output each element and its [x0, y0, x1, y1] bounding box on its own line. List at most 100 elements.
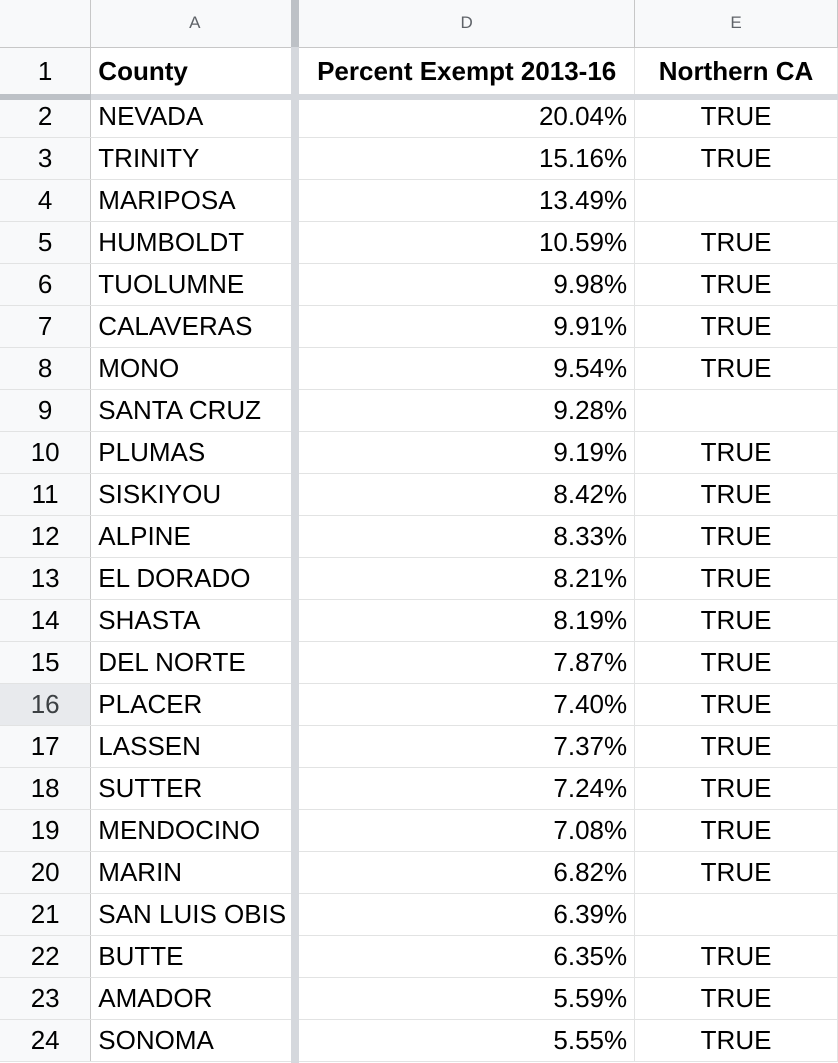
- cell-percent-exempt[interactable]: 8.42%: [298, 473, 636, 516]
- cell-northern-ca[interactable]: TRUE: [634, 767, 838, 810]
- cell-percent-exempt[interactable]: 6.82%: [298, 851, 636, 894]
- cell-northern-ca[interactable]: [634, 893, 838, 936]
- cell-county[interactable]: SAN LUIS OBIS: [90, 893, 300, 936]
- cell-county[interactable]: HUMBOLDT: [90, 221, 300, 264]
- cell-percent-exempt[interactable]: 9.98%: [298, 263, 636, 306]
- cell-county[interactable]: TUOLUMNE: [90, 263, 300, 306]
- row-number[interactable]: 10: [0, 431, 92, 474]
- cell-percent-exempt[interactable]: 7.37%: [298, 725, 636, 768]
- cell-percent-exempt[interactable]: 10.59%: [298, 221, 636, 264]
- row-number[interactable]: 12: [0, 515, 92, 558]
- cell-northern-ca[interactable]: TRUE: [634, 557, 838, 600]
- cell-county[interactable]: SISKIYOU: [90, 473, 300, 516]
- cell-percent-exempt[interactable]: 7.08%: [298, 809, 636, 852]
- cell-percent-exempt[interactable]: 20.04%: [298, 95, 636, 138]
- row-number[interactable]: 2: [0, 95, 92, 138]
- cell-county[interactable]: ALPINE: [90, 515, 300, 558]
- column-header-d[interactable]: D: [298, 0, 636, 48]
- cell-northern-ca[interactable]: TRUE: [634, 221, 838, 264]
- row-number[interactable]: 13: [0, 557, 92, 600]
- row-number[interactable]: 9: [0, 389, 92, 432]
- row-number[interactable]: 11: [0, 473, 92, 516]
- cell-county-header[interactable]: County: [90, 47, 300, 96]
- cell-percent-exempt[interactable]: 15.16%: [298, 137, 636, 180]
- cell-county[interactable]: MENDOCINO: [90, 809, 300, 852]
- cell-percent-exempt[interactable]: 7.24%: [298, 767, 636, 810]
- row-number[interactable]: 16: [0, 683, 92, 726]
- row-number[interactable]: 24: [0, 1019, 92, 1062]
- cell-percent-header[interactable]: Percent Exempt 2013-16: [298, 47, 636, 96]
- cell-county[interactable]: SANTA CRUZ: [90, 389, 300, 432]
- cell-northern-ca[interactable]: TRUE: [634, 977, 838, 1020]
- cell-percent-exempt[interactable]: 9.19%: [298, 431, 636, 474]
- cell-county[interactable]: LASSEN: [90, 725, 300, 768]
- select-all-corner[interactable]: [0, 0, 92, 48]
- row-number[interactable]: 15: [0, 641, 92, 684]
- column-header-e[interactable]: E: [634, 0, 838, 48]
- cell-county[interactable]: TRINITY: [90, 137, 300, 180]
- cell-northern-ca[interactable]: TRUE: [634, 935, 838, 978]
- row-number[interactable]: 14: [0, 599, 92, 642]
- row-number[interactable]: 1: [0, 47, 92, 96]
- cell-percent-exempt[interactable]: 7.40%: [298, 683, 636, 726]
- row-number[interactable]: 20: [0, 851, 92, 894]
- row-number[interactable]: 19: [0, 809, 92, 852]
- cell-northern-ca[interactable]: TRUE: [634, 809, 838, 852]
- row-number[interactable]: 3: [0, 137, 92, 180]
- cell-northern-ca[interactable]: TRUE: [634, 851, 838, 894]
- cell-northern-ca[interactable]: TRUE: [634, 305, 838, 348]
- cell-northern-ca[interactable]: TRUE: [634, 137, 838, 180]
- cell-northern-ca[interactable]: TRUE: [634, 431, 838, 474]
- row-number[interactable]: 5: [0, 221, 92, 264]
- row-number[interactable]: 8: [0, 347, 92, 390]
- row-number[interactable]: 6: [0, 263, 92, 306]
- cell-northern-ca[interactable]: TRUE: [634, 641, 838, 684]
- row-number[interactable]: 17: [0, 725, 92, 768]
- cell-northern-ca[interactable]: TRUE: [634, 263, 838, 306]
- cell-county[interactable]: SONOMA: [90, 1019, 300, 1062]
- cell-county[interactable]: SUTTER: [90, 767, 300, 810]
- cell-percent-exempt[interactable]: 9.28%: [298, 389, 636, 432]
- cell-county[interactable]: CALAVERAS: [90, 305, 300, 348]
- cell-percent-exempt[interactable]: 8.33%: [298, 515, 636, 558]
- cell-county[interactable]: MARIN: [90, 851, 300, 894]
- column-header-a[interactable]: A: [90, 0, 300, 48]
- cell-county[interactable]: DEL NORTE: [90, 641, 300, 684]
- cell-percent-exempt[interactable]: 6.35%: [298, 935, 636, 978]
- row-number[interactable]: 7: [0, 305, 92, 348]
- cell-northern-ca[interactable]: TRUE: [634, 95, 838, 138]
- cell-county[interactable]: AMADOR: [90, 977, 300, 1020]
- cell-county[interactable]: BUTTE: [90, 935, 300, 978]
- cell-percent-exempt[interactable]: 5.59%: [298, 977, 636, 1020]
- cell-northern-ca[interactable]: TRUE: [634, 515, 838, 558]
- cell-county[interactable]: SHASTA: [90, 599, 300, 642]
- cell-percent-exempt[interactable]: 6.39%: [298, 893, 636, 936]
- row-number[interactable]: 4: [0, 179, 92, 222]
- row-number[interactable]: 18: [0, 767, 92, 810]
- row-number[interactable]: 22: [0, 935, 92, 978]
- cell-county[interactable]: PLUMAS: [90, 431, 300, 474]
- cell-northern-ca[interactable]: TRUE: [634, 473, 838, 516]
- cell-northern-ca[interactable]: TRUE: [634, 599, 838, 642]
- cell-northern-ca[interactable]: [634, 389, 838, 432]
- cell-percent-exempt[interactable]: 13.49%: [298, 179, 636, 222]
- cell-percent-exempt[interactable]: 7.87%: [298, 641, 636, 684]
- cell-county[interactable]: MARIPOSA: [90, 179, 300, 222]
- cell-county[interactable]: NEVADA: [90, 95, 300, 138]
- cell-percent-exempt[interactable]: 9.91%: [298, 305, 636, 348]
- cell-county[interactable]: MONO: [90, 347, 300, 390]
- row-number[interactable]: 23: [0, 977, 92, 1020]
- cell-percent-exempt[interactable]: 9.54%: [298, 347, 636, 390]
- cell-northern-header[interactable]: Northern CA: [634, 47, 838, 96]
- cell-percent-exempt[interactable]: 8.21%: [298, 557, 636, 600]
- row-number[interactable]: 21: [0, 893, 92, 936]
- cell-northern-ca[interactable]: TRUE: [634, 683, 838, 726]
- cell-percent-exempt[interactable]: 5.55%: [298, 1019, 636, 1062]
- cell-northern-ca[interactable]: TRUE: [634, 1019, 838, 1062]
- cell-county[interactable]: PLACER: [90, 683, 300, 726]
- cell-county[interactable]: EL DORADO: [90, 557, 300, 600]
- cell-northern-ca[interactable]: TRUE: [634, 725, 838, 768]
- cell-percent-exempt[interactable]: 8.19%: [298, 599, 636, 642]
- cell-northern-ca[interactable]: TRUE: [634, 347, 838, 390]
- cell-northern-ca[interactable]: [634, 179, 838, 222]
